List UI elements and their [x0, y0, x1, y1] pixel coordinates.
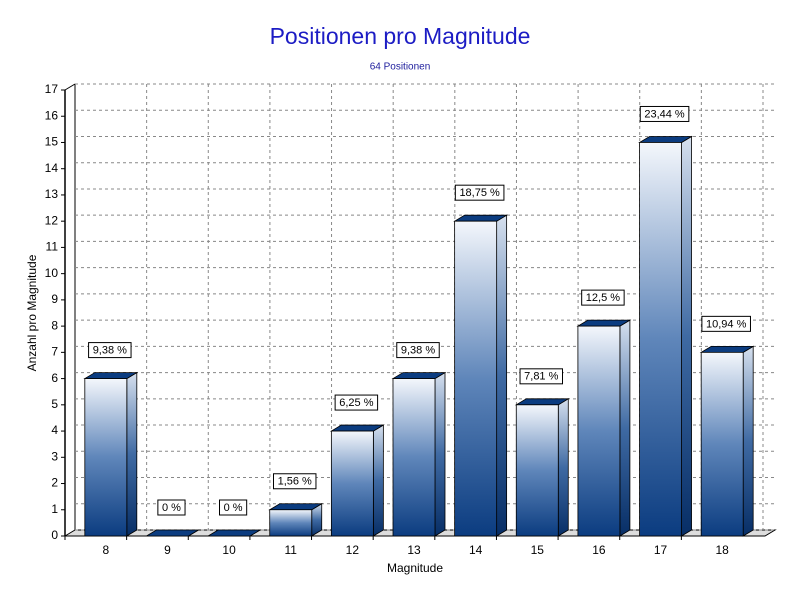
data-label-box [334, 394, 379, 411]
y-tick-label: 12 [45, 213, 59, 227]
bar [514, 398, 570, 537]
bar [269, 509, 313, 537]
bar-side [372, 424, 384, 537]
bar-side [681, 135, 692, 537]
y-tick-label: 10 [45, 266, 59, 280]
y-tick-label: 3 [51, 449, 58, 463]
x-tick-label: 17 [654, 543, 668, 557]
data-label: 6,25 % [339, 397, 373, 409]
x-axis-label: Magnitude [387, 561, 443, 575]
x-tick-label: 14 [469, 543, 483, 557]
data-label: 1,56 % [278, 476, 312, 488]
y-tick-label: 16 [45, 108, 59, 122]
bar-side [619, 319, 631, 537]
bar-side [496, 214, 508, 537]
data-label: 0 % [162, 502, 181, 514]
bar-top [638, 136, 693, 143]
bar [268, 503, 324, 537]
bar [83, 371, 139, 537]
bar [638, 135, 693, 537]
bar [392, 378, 436, 537]
data-label: 0 % [224, 502, 243, 514]
data-label: 9,38 % [93, 344, 127, 356]
data-label: 18,75 % [459, 187, 500, 199]
y-tick-label: 1 [51, 502, 58, 516]
bar [576, 319, 632, 537]
bar-side [126, 371, 138, 537]
data-label-box [88, 342, 132, 359]
bar [699, 345, 755, 537]
x-tick-label: 15 [531, 543, 545, 557]
data-label-box [519, 368, 564, 385]
y-tick-label: 5 [51, 397, 58, 411]
bar-top [83, 372, 139, 379]
y-tick-label: 11 [46, 240, 59, 254]
x-tick-label: 18 [716, 543, 730, 557]
data-label-box [396, 342, 440, 359]
y-tick-label: 6 [51, 371, 58, 385]
bar-top [145, 529, 200, 537]
y-tick-label: 15 [45, 135, 59, 149]
bar [700, 351, 744, 537]
x-tick-label: 12 [346, 543, 360, 557]
y-tick-label: 8 [51, 318, 58, 332]
data-label: 10,94 % [706, 318, 747, 330]
x-tick-label: 8 [102, 543, 109, 557]
bar [330, 430, 374, 537]
y-tick-label: 13 [45, 187, 59, 201]
bar [84, 378, 128, 537]
data-label: 23,44 % [644, 108, 685, 120]
bar [515, 404, 559, 537]
bar [577, 325, 621, 537]
bar-top [206, 529, 262, 537]
y-tick-label: 17 [45, 82, 59, 96]
bar [639, 142, 682, 537]
y-axis-label: Anzahl pro Magnitude [25, 254, 39, 371]
data-label-box [272, 473, 317, 490]
y-tick-label: 7 [51, 345, 58, 359]
data-label-box [581, 289, 625, 306]
data-label: 7,81 % [524, 371, 558, 383]
bar [453, 214, 509, 537]
y-tick-label: 14 [45, 161, 59, 175]
bar-side [434, 371, 446, 537]
chart-subtitle: 64 Positionen [370, 62, 431, 73]
bar [329, 424, 385, 537]
bar-top [576, 319, 632, 327]
x-tick-label: 13 [407, 543, 421, 557]
bar-top [391, 372, 447, 379]
bar [391, 371, 447, 537]
y-tick-label: 2 [51, 476, 58, 490]
data-label-box [157, 499, 186, 516]
y-tick-label: 9 [51, 292, 58, 306]
bar [454, 220, 498, 537]
y-tick-label: 4 [51, 423, 58, 437]
x-tick-label: 11 [284, 543, 297, 557]
data-label-box [219, 499, 248, 516]
bar-side [742, 345, 754, 537]
data-label-box [454, 184, 505, 201]
x-tick-label: 10 [222, 543, 236, 557]
bar-top [699, 345, 755, 353]
bar-top [514, 398, 570, 406]
bar-top [329, 424, 385, 432]
data-label-box [639, 105, 690, 122]
data-label: 12,5 % [586, 292, 620, 304]
bar-top [268, 503, 324, 511]
bar [206, 529, 262, 537]
bar [145, 529, 200, 537]
chart-title: Positionen pro Magnitude [270, 23, 531, 49]
data-label-box [701, 315, 751, 332]
x-tick-label: 9 [164, 543, 171, 557]
y-tick-label: 0 [51, 528, 58, 542]
x-tick-label: 16 [592, 543, 606, 557]
bar-top [453, 214, 509, 222]
data-label: 9,38 % [401, 344, 435, 356]
bar-side [557, 398, 569, 537]
